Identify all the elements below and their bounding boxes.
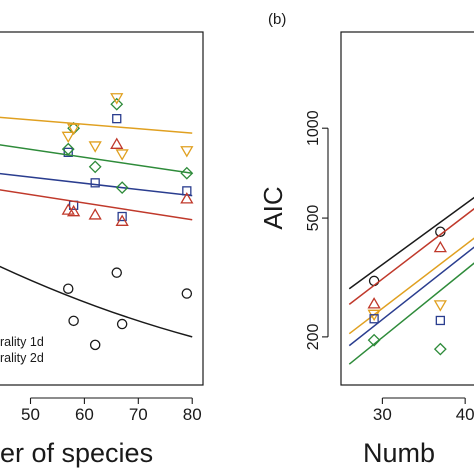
- data-point: [435, 315, 445, 326]
- series-triangle: [0, 137, 194, 226]
- data-point: [115, 214, 129, 226]
- data-point: [110, 97, 124, 111]
- data-point: [61, 131, 75, 144]
- legend-entry: rality 2d: [0, 351, 44, 365]
- data-point: [88, 141, 102, 153]
- data-point: [90, 178, 100, 188]
- series-triangle-down: [348, 237, 474, 335]
- data-point: [367, 333, 381, 347]
- x-axis-label: er of species: [0, 438, 153, 468]
- data-point: [115, 149, 129, 161]
- data-point: [368, 275, 380, 287]
- x-tick-label: 70: [129, 405, 148, 424]
- y-axis-label: AIC: [258, 186, 288, 229]
- fit-line: [0, 116, 193, 134]
- data-point: [88, 208, 102, 220]
- y-tick-label: 200: [305, 323, 322, 350]
- x-axis-label: Numb: [363, 438, 435, 468]
- x-tick-label: 50: [21, 405, 40, 424]
- fit-line: [0, 265, 193, 338]
- data-point: [180, 146, 194, 158]
- fit-line: [348, 246, 474, 347]
- x-tick-label: 40: [456, 405, 474, 424]
- fit-line: [348, 262, 474, 365]
- data-point: [63, 147, 73, 157]
- data-point: [89, 339, 101, 351]
- data-point: [66, 204, 81, 217]
- data-point: [182, 186, 192, 196]
- data-point: [433, 342, 447, 356]
- data-point: [88, 160, 102, 174]
- series-circle: [348, 196, 474, 290]
- plot-frame: [0, 31, 204, 386]
- series-diamond: [348, 262, 474, 365]
- panel-a: 50 60 70 80 er of species rality 1d rality 2d: [0, 31, 204, 468]
- plot-area: [348, 196, 474, 365]
- legend-entry: rality 1d: [0, 335, 44, 349]
- series-square: [348, 246, 474, 347]
- x-tick-label: 30: [373, 405, 392, 424]
- data-point: [117, 211, 127, 222]
- fit-line: [348, 207, 474, 305]
- data-point: [369, 314, 379, 324]
- series-triangle: [348, 207, 474, 309]
- data-point: [115, 181, 129, 195]
- data-point: [110, 93, 124, 105]
- series-circle: [0, 265, 193, 351]
- panel-label: (b): [268, 11, 286, 28]
- data-point: [61, 203, 75, 215]
- panel-b: 30 40 Numb 200 500 1000 AIC (b): [258, 11, 474, 468]
- data-point: [110, 137, 124, 149]
- x-tick-label: 60: [75, 405, 94, 424]
- data-point: [433, 240, 447, 253]
- data-point: [181, 288, 193, 299]
- data-point: [112, 113, 122, 124]
- data-point: [66, 123, 81, 136]
- fit-line: [0, 144, 193, 174]
- x-tick-label: 80: [183, 405, 202, 424]
- data-point: [367, 297, 381, 309]
- data-point: [61, 142, 75, 156]
- fit-line: [0, 189, 193, 221]
- data-point: [180, 192, 194, 204]
- data-point: [180, 166, 194, 180]
- data-point: [433, 300, 447, 312]
- series-triangle-down: [0, 93, 194, 161]
- fit-line: [348, 237, 474, 335]
- data-point: [116, 318, 128, 330]
- data-point: [68, 315, 79, 327]
- fit-line: [0, 172, 193, 197]
- fit-line: [348, 196, 474, 290]
- y-tick-label: 1000: [305, 110, 322, 146]
- data-point: [111, 267, 123, 278]
- plot-frame: [340, 31, 474, 386]
- plot-area: [0, 93, 194, 351]
- y-tick-label: 500: [305, 205, 322, 232]
- data-point: [62, 283, 74, 294]
